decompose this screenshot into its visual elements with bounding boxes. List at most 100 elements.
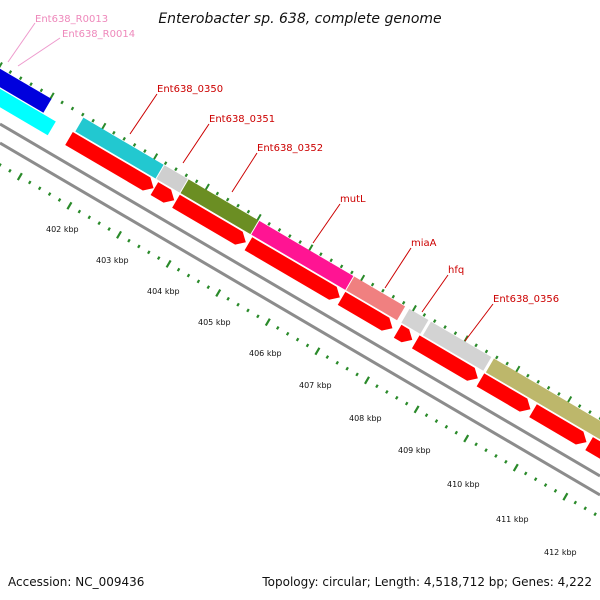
ruler-tick [16,172,23,181]
ruler-tick [295,337,300,342]
ruler-tick [184,173,189,178]
cds-ent638-0356 [485,358,600,440]
ruler-tick [91,118,95,123]
cds-left-blue [0,68,52,113]
gene-leader-line [182,123,210,164]
ruler-tick [215,191,220,196]
ruler-tick [196,279,201,284]
ruler-tick [463,434,470,443]
ruler-tick [453,331,458,336]
kbp-label: 408 kbp [349,414,382,423]
gene-leader-line [231,152,258,193]
gene-label: Ent638_0356 [493,294,559,305]
ruler-tick [526,373,530,378]
ruler-tick [444,424,449,429]
ruler-tick [206,285,211,290]
ruler-tick [285,331,290,336]
ruler-tick [375,384,379,389]
ruler-tick [335,360,340,365]
ruler-tick [66,201,73,210]
ruler-tick [391,294,396,299]
ruler-tick [319,252,323,257]
gene-label: hfq [448,265,464,276]
rna-leader-1 [7,22,36,63]
ruler-tick [443,325,447,330]
ruler-tick [60,100,64,105]
ruler-tick [132,143,137,147]
gene-label: miaA [411,238,437,249]
cds-miaa [346,276,406,321]
ruler-tick [484,448,488,453]
ruler-tick [275,326,280,330]
kbp-label: 412 kbp [544,548,577,557]
accession-text: Accession: NC_009436 [8,575,144,589]
ruler-tick [314,347,321,356]
gene-leader-line [464,303,494,342]
ruler-tick [288,234,292,238]
ruler-tick [536,379,540,384]
ruler-tick [112,130,116,135]
ruler-tick [577,404,582,408]
rna-label-r0013: Ent638_R0013 [35,14,108,25]
gene-leader-line [384,247,412,289]
ruler-tick [385,390,389,394]
ruler-tick [8,70,13,75]
map-title: Enterobacter sp. 638, complete genome [158,11,441,27]
ruler-tick [256,314,260,319]
cds-ent638-0350 [75,117,164,179]
ruler-tick [225,197,230,202]
kbp-label: 404 kbp [147,287,180,296]
cds-hfq [401,308,429,334]
backbone-outer-line [0,122,600,478]
ruler-tick [186,273,191,278]
rna-leader-2 [17,37,61,67]
gene-arrow [65,132,154,191]
gene-label: Ent638_0352 [257,143,323,154]
ruler-tick [57,197,62,202]
kbp-labels: 402 kbp 403 kbp 404 kbp 405 kbp 406 kbp 407 k… [46,225,577,557]
ruler-tick [70,106,75,111]
backbone [0,122,600,497]
ruler-tick [484,349,489,354]
gene-arrow [337,291,393,331]
ruler-tick [404,401,409,406]
ruler-tick [413,405,420,414]
gene-leader-line [129,93,158,135]
ruler-tick [557,391,561,396]
ruler-tick [345,366,349,371]
ruler-tick [174,167,178,172]
inner-ruler [0,163,597,517]
ruler-tick [156,256,161,261]
ruler-tick [424,413,429,418]
ruler-tick [381,288,385,293]
kbp-label: 406 kbp [249,349,282,358]
ruler-tick [37,186,42,191]
ruler-tick [401,300,406,305]
ruler-tick [81,112,85,117]
kbp-label: 402 kbp [46,225,79,234]
ruler-tick [246,209,251,214]
ruler-tick [573,500,578,505]
ruler-tick [454,430,459,435]
gene-arrow [244,237,340,300]
gene-arrow [585,437,600,459]
ruler-tick [543,483,548,487]
ruler-tick [364,376,370,385]
ruler-tick [137,244,141,249]
ruler-tick [39,88,44,93]
genome-summary-text: Topology: circular; Length: 4,518,712 bp… [261,575,592,589]
ruler-tick [29,82,33,87]
gene-label: mutL [340,194,366,205]
ruler-tick [267,221,271,226]
ruler-tick [512,463,519,472]
ruler-tick [226,296,230,301]
ruler-tick [165,259,172,268]
ruler-tick [147,250,151,255]
ruler-tick [434,419,439,423]
kbp-label: 407 kbp [299,381,332,390]
gene-arrow [529,404,587,445]
gene-label: Ent638_0350 [157,84,223,95]
ruler-tick [504,459,508,464]
